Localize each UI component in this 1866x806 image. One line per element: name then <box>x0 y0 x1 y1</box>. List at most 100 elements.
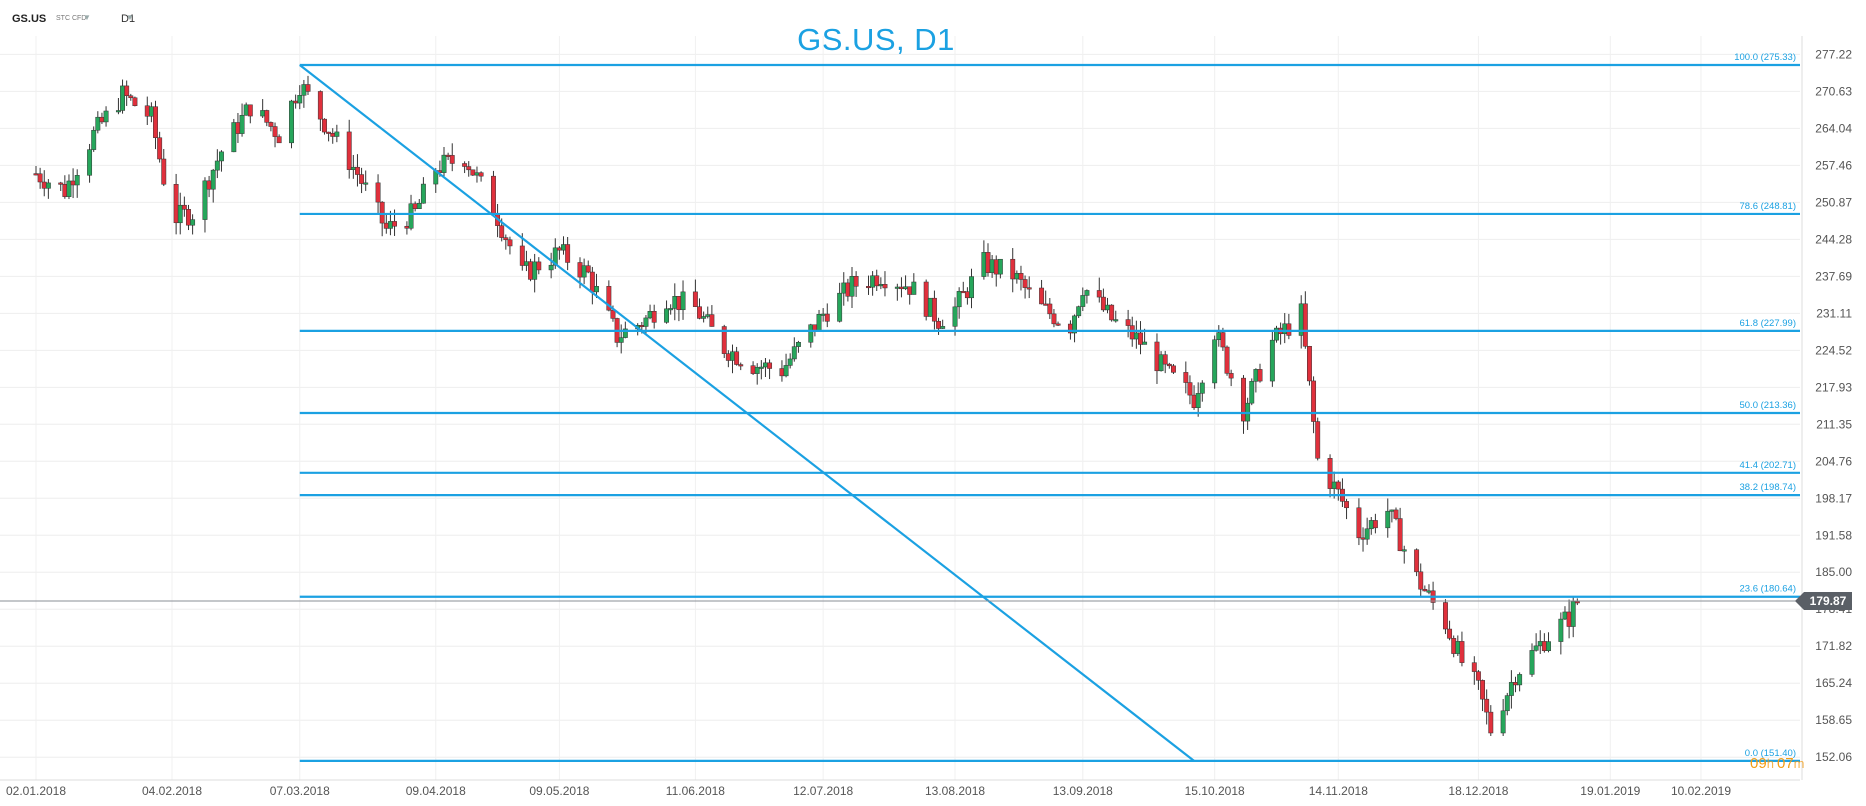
candle-body <box>420 183 426 204</box>
date-axis: 02.01.2018 04.02.2018 07.03.2018 09.04.2018… <box>0 779 1800 798</box>
candle-body <box>1257 369 1263 382</box>
candle-body <box>1113 319 1119 322</box>
date-tick-label: 09.05.2018 <box>529 784 589 798</box>
candle-body <box>1154 341 1160 372</box>
candle-body <box>124 85 130 96</box>
candle-body <box>1385 510 1391 529</box>
price-tick-label: 211.35 <box>1816 417 1852 431</box>
candle-body <box>383 222 389 229</box>
chart-toolbar: GS.US STC CFD ▼ D1 ▼ <box>0 0 1866 36</box>
price-tick-label: 224.52 <box>1815 343 1852 357</box>
candle-body <box>1356 507 1362 539</box>
candle-body <box>326 131 332 134</box>
countdown-minutes: 07 <box>1776 755 1794 772</box>
candle-body <box>643 317 649 327</box>
candle-body <box>1158 354 1164 372</box>
fib-level-label: 100.0 (275.33) <box>1734 52 1796 63</box>
fibonacci-levels: 100.0 (275.33) 78.6 (248.81) 61.8 (227.99)… <box>299 52 1800 763</box>
candle-body <box>1488 711 1494 734</box>
candle-body <box>247 104 253 117</box>
candle-body <box>99 116 105 123</box>
candle-body <box>144 105 150 117</box>
timeframe-chevron-down-icon[interactable]: ▼ <box>126 13 134 22</box>
candle-body <box>264 110 270 123</box>
fib-level-label: 61.8 (227.99) <box>1739 318 1796 329</box>
candle-body <box>783 365 789 377</box>
price-tick-label: 198.17 <box>1815 491 1852 505</box>
candle-body <box>103 110 109 123</box>
candle-body <box>161 158 167 185</box>
fib-level-label: 38.2 (198.74) <box>1739 482 1796 493</box>
candle-body <box>1459 641 1465 663</box>
candle-body <box>355 166 360 175</box>
candle-body <box>66 180 72 197</box>
chevron-down-icon[interactable]: ▼ <box>83 13 91 22</box>
candle-body <box>763 362 768 368</box>
price-tick-label: 264.04 <box>1815 121 1852 135</box>
candle-body <box>301 84 307 96</box>
candle-body <box>779 368 785 377</box>
candle-body <box>936 320 941 329</box>
candle-body <box>1517 674 1523 686</box>
candle-body <box>882 284 888 289</box>
candle-body <box>95 116 101 131</box>
candle-body <box>589 271 595 293</box>
candle-body <box>997 258 1003 275</box>
candle-body <box>1039 287 1045 305</box>
candle-body <box>1443 602 1448 630</box>
candle-body <box>622 328 628 338</box>
candle-body <box>1397 518 1403 552</box>
candle-body <box>824 313 830 322</box>
candle-body <box>664 308 669 323</box>
candle-body <box>1315 421 1321 459</box>
candle-body <box>260 110 266 117</box>
candle-body <box>1183 372 1189 383</box>
date-tick-label: 15.10.2018 <box>1185 784 1245 798</box>
candle-body <box>754 367 760 374</box>
candle-body <box>334 131 340 137</box>
candle-body <box>1546 641 1551 652</box>
fib-level-label: 50.0 (213.36) <box>1739 400 1796 411</box>
date-tick-label: 18.12.2018 <box>1448 784 1508 798</box>
candle-body <box>74 175 80 186</box>
candle-body <box>672 296 678 309</box>
candle-body <box>1109 304 1115 321</box>
candle-body <box>940 326 946 329</box>
candle-body <box>903 286 909 290</box>
candle-body <box>927 297 933 317</box>
price-tick-label: 250.87 <box>1815 195 1852 209</box>
candle-body <box>445 154 451 157</box>
price-tick-label: 237.69 <box>1815 269 1852 283</box>
candle-body <box>470 169 476 176</box>
candle-body <box>91 129 97 150</box>
candle-body <box>1508 682 1514 696</box>
candle-body <box>874 275 880 287</box>
candle-body <box>556 247 562 251</box>
candle-body <box>404 225 410 229</box>
symbol-label[interactable]: GS.US <box>12 13 47 25</box>
candle-body <box>350 166 356 170</box>
candle-body <box>697 306 702 319</box>
candle-body <box>503 237 509 241</box>
candle-body <box>235 122 241 134</box>
candle-body <box>565 244 571 263</box>
candle-body <box>647 311 653 319</box>
candle-body <box>1166 363 1172 367</box>
candle-body <box>878 284 884 287</box>
timeframe-selector[interactable]: D1 <box>121 13 136 25</box>
candle-body <box>606 286 612 311</box>
candle-body <box>1072 315 1077 334</box>
candle-body <box>837 292 843 322</box>
candle-body <box>964 291 970 299</box>
candle-body <box>750 365 756 374</box>
candle-body <box>1212 339 1218 384</box>
candle-body <box>1360 537 1366 540</box>
candle-body <box>1199 382 1205 394</box>
candle-body <box>387 221 393 229</box>
candle-body <box>523 261 529 266</box>
candle-body <box>1220 332 1226 348</box>
candle-body <box>1414 549 1420 573</box>
candle-body <box>62 184 68 197</box>
candle-body <box>1162 354 1168 365</box>
